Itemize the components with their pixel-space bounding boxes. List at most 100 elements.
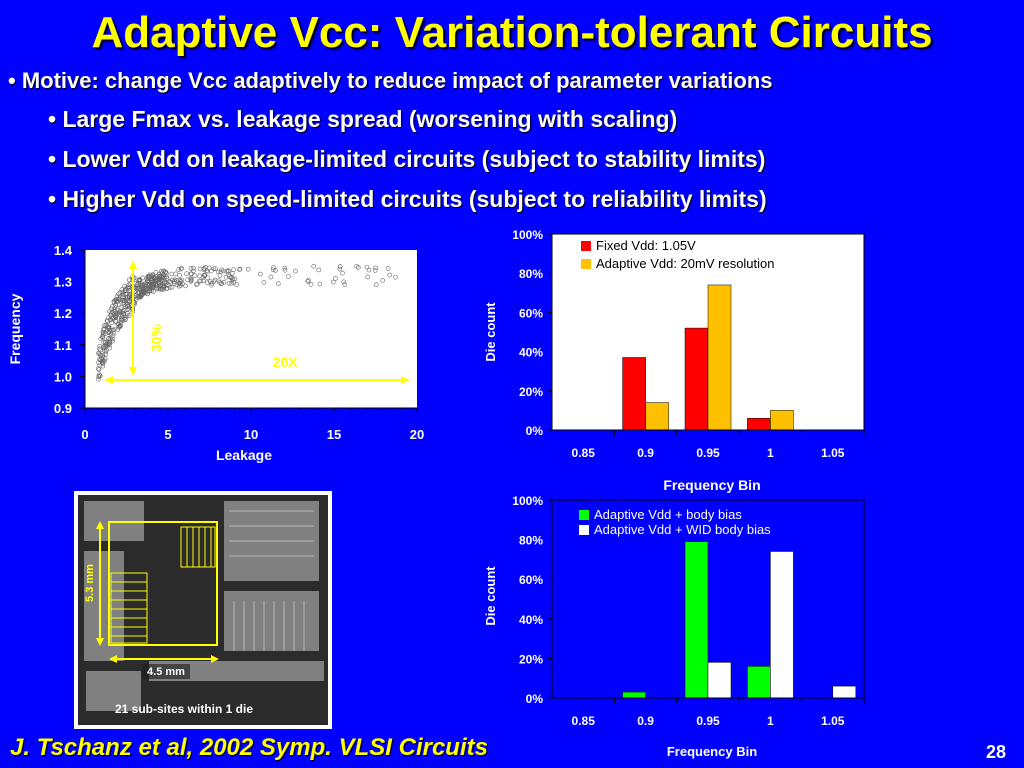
scatter-point	[104, 318, 110, 323]
annotation-30pct: 30%	[148, 323, 164, 352]
scatter-point	[183, 283, 188, 289]
scatter-point	[96, 376, 101, 382]
scatter-point	[282, 267, 288, 273]
scatter-point	[317, 281, 323, 287]
scatter-point	[106, 329, 111, 335]
scatter-point	[157, 274, 162, 279]
scatter-point	[136, 294, 142, 299]
scatter-point	[340, 270, 345, 276]
bar2-bar-series1	[747, 666, 771, 699]
scatter-point	[127, 287, 132, 293]
bar1-y-tick-label: 80%	[519, 267, 543, 281]
scatter-point	[206, 265, 212, 271]
bar1-y-tick-label: 60%	[519, 306, 543, 320]
scatter-point	[107, 308, 112, 314]
scatter-point	[119, 314, 125, 320]
scatter-point	[100, 334, 105, 340]
scatter-point	[305, 279, 311, 284]
scatter-point	[147, 272, 152, 278]
bullet-fmax-spread: • Large Fmax vs. leakage spread (worseni…	[48, 106, 678, 132]
scatter-point	[150, 284, 156, 290]
scatter-point	[164, 275, 170, 281]
bullet-motive: • Motive: change Vcc adaptively to reduc…	[8, 68, 773, 93]
scatter-point	[126, 313, 132, 318]
bar1-x-tick-label: 0.95	[696, 446, 720, 460]
bullet-higher-vdd: • Higher Vdd on speed-limited circuits (…	[48, 186, 767, 212]
scatter-point	[201, 267, 206, 272]
legend-label-adaptive-vdd: Adaptive Vdd: 20mV resolution	[596, 256, 775, 271]
scatter-point	[96, 360, 101, 365]
scatter-point	[116, 324, 122, 330]
bar1-y-tick-label: 100%	[512, 228, 543, 242]
slide-title: Adaptive Vcc: Variation-tolerant Circuit…	[91, 8, 933, 57]
die-caption: 21 sub-sites within 1 die	[115, 702, 253, 716]
arrowhead-20x-right	[401, 376, 410, 384]
scatter-point	[393, 274, 398, 280]
scatter-point	[380, 278, 386, 283]
bar2-x-tick-label: 0.95	[696, 714, 720, 728]
scatter-point	[122, 317, 128, 323]
bar1-y-tick-label: 0%	[526, 424, 544, 438]
scatter-point	[385, 266, 391, 271]
scatter-point	[140, 282, 145, 288]
scatter-point	[114, 297, 119, 302]
scatter-point	[150, 283, 156, 288]
bar2-x-tick-label: 1.05	[821, 714, 845, 728]
scatter-point	[153, 285, 159, 291]
bar1-bar-series2	[645, 402, 669, 431]
die-micrograph: 5.3 mm 4.5 mm 21 sub-sites within 1 die	[78, 495, 328, 725]
scatter-point	[188, 271, 194, 277]
bar1-x-tick-label: 1	[767, 446, 774, 460]
scatter-point	[231, 280, 237, 286]
scatter-point	[169, 284, 175, 290]
bar1-bar-series1	[684, 327, 709, 431]
scatter-point	[221, 279, 227, 285]
scatter-point	[355, 265, 361, 270]
bar2-y-tick-label: 20%	[519, 652, 543, 666]
scatter-point	[119, 317, 125, 322]
scatter-point	[116, 291, 121, 297]
scatter-x-tick-label: 15	[327, 427, 341, 442]
legend-label-body-bias: Adaptive Vdd + body bias	[594, 507, 742, 522]
scatter-y-tick-label: 1.0	[54, 369, 72, 384]
scatter-point	[223, 274, 229, 280]
scatter-point	[224, 269, 229, 274]
scatter-ylabel: Frequency	[7, 293, 23, 364]
scatter-point	[237, 266, 243, 272]
scatter-point	[121, 300, 126, 305]
scatter-point	[120, 291, 126, 297]
die-photo: 5.3 mm 4.5 mm 21 sub-sites within 1 die	[74, 491, 332, 729]
scatter-point	[198, 266, 203, 272]
scatter-point	[215, 269, 221, 275]
scatter-point	[213, 266, 218, 271]
scatter-point	[373, 265, 378, 271]
scatter-point	[202, 273, 207, 278]
scatter-point	[113, 318, 119, 324]
scatter-point	[373, 282, 379, 288]
legend-swatch-fixed-vdd	[581, 241, 591, 251]
scatter-point	[337, 264, 343, 269]
bar1-x-tick-label: 0.85	[572, 446, 596, 460]
bar1-ylabel: Die count	[483, 302, 498, 362]
scatter-point	[179, 265, 184, 271]
scatter-point	[96, 367, 102, 372]
scatter-point	[184, 271, 189, 277]
scatter-point	[230, 276, 235, 282]
scatter-point	[169, 271, 175, 277]
scatter-x-tick-label: 10	[244, 427, 258, 442]
scatter-point	[209, 268, 214, 274]
scatter-point	[103, 351, 109, 357]
bar2-bar-series2	[770, 551, 794, 699]
scatter-point	[268, 274, 274, 280]
legend-swatch-adaptive-vdd	[581, 259, 591, 269]
scatter-point	[108, 312, 114, 318]
scatter-point	[365, 274, 370, 280]
scatter-point	[387, 272, 393, 278]
scatter-point	[261, 280, 267, 285]
scatter-point	[145, 278, 150, 284]
scatter-point	[159, 277, 165, 283]
scatter-point	[174, 278, 180, 283]
scatter-point	[117, 309, 123, 314]
scatter-point	[127, 294, 132, 299]
scatter-point	[122, 298, 127, 304]
